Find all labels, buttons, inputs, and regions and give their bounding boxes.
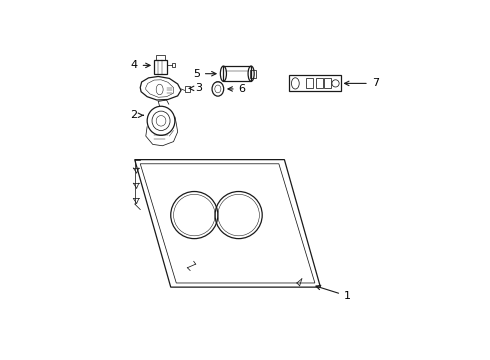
- Bar: [316, 78, 322, 89]
- Text: 2: 2: [130, 110, 143, 120]
- Text: 5: 5: [193, 69, 216, 79]
- Bar: [185, 86, 190, 92]
- Text: 3: 3: [189, 84, 203, 93]
- Bar: [154, 60, 167, 74]
- Bar: [250, 69, 256, 78]
- Text: 6: 6: [228, 84, 245, 94]
- Bar: [289, 75, 341, 91]
- Bar: [306, 78, 313, 89]
- Bar: [172, 63, 175, 67]
- Bar: [223, 66, 251, 81]
- Bar: [156, 55, 165, 60]
- Bar: [324, 78, 331, 89]
- Text: 4: 4: [130, 60, 150, 70]
- Text: 7: 7: [344, 78, 379, 89]
- Text: 1: 1: [316, 285, 351, 301]
